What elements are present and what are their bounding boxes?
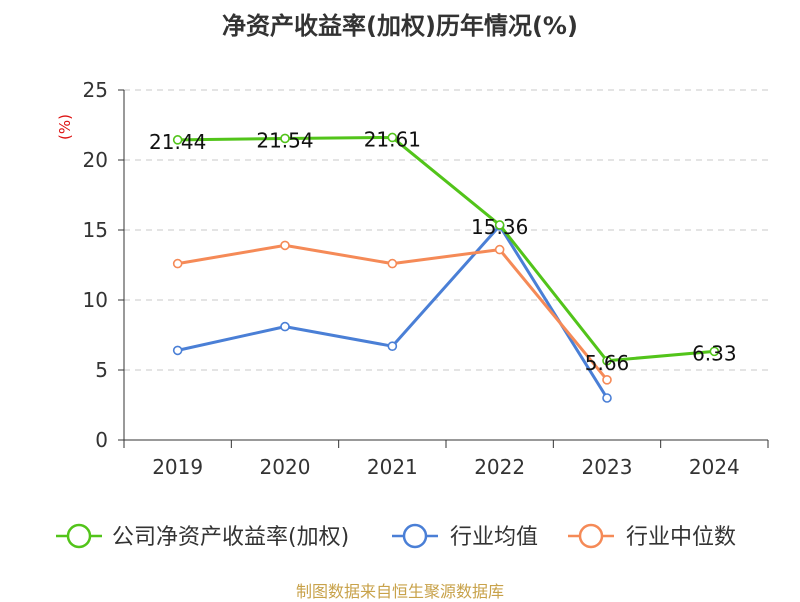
data-labels: 21.44 21.54 21.61 15.36 5.66 6.33 <box>149 127 737 374</box>
data-point <box>494 220 505 230</box>
series-line <box>177 135 715 363</box>
y-tick-label: 10 <box>83 288 108 312</box>
legend-marker <box>578 523 604 549</box>
data-point <box>172 258 183 269</box>
x-tick-label: 2023 <box>582 455 633 479</box>
x-tick-label: 2021 <box>367 455 418 479</box>
data-label: 5.66 <box>585 351 630 375</box>
y-tick-label: 0 <box>95 428 108 452</box>
legend-label: 行业均值 <box>450 525 538 550</box>
data-label: 21.61 <box>364 127 421 151</box>
data-label: 15.36 <box>471 215 528 239</box>
data-point <box>387 341 398 352</box>
data-point <box>602 355 612 366</box>
legend-label: 公司净资产收益率(加权) <box>112 525 349 550</box>
data-point <box>387 258 398 269</box>
data-point <box>280 133 290 144</box>
legend: 公司净资产收益率(加权) 行业均值 行业中位数 <box>56 523 736 550</box>
source-note: 制图数据来自恒生聚源数据库 <box>295 582 504 601</box>
x-tick-label: 2022 <box>474 455 525 479</box>
data-point <box>494 244 505 255</box>
x-tick-label: 2019 <box>152 455 203 479</box>
legend-marker <box>66 523 92 549</box>
legend-marker <box>402 523 428 549</box>
grid-lines <box>124 89 768 371</box>
x-tick-label: 2020 <box>260 455 311 479</box>
data-point <box>280 321 290 332</box>
data-label: 6.33 <box>692 341 737 365</box>
data-label: 21.54 <box>256 128 313 152</box>
y-axis-label: (%) <box>56 114 74 140</box>
data-label: 21.44 <box>149 130 206 154</box>
data-point <box>602 393 612 403</box>
data-point <box>172 135 183 145</box>
chart-title: 净资产收益率(加权)历年情况(%) <box>222 12 578 40</box>
data-point <box>602 374 612 385</box>
y-tick-label: 15 <box>83 218 108 242</box>
data-point <box>280 240 290 251</box>
y-tick-label: 25 <box>83 78 108 102</box>
data-point <box>172 345 183 356</box>
series-lines <box>172 132 720 403</box>
legend-label: 行业中位数 <box>626 525 736 550</box>
x-tick-label: 2024 <box>689 455 740 479</box>
data-point <box>387 132 398 143</box>
y-tick-label: 5 <box>95 358 108 382</box>
y-tick-label: 20 <box>83 148 108 172</box>
data-point <box>709 346 720 357</box>
axes: 0 5 10 15 20 25 2019 2020 2021 2022 2023 2024 (%) <box>56 78 769 479</box>
